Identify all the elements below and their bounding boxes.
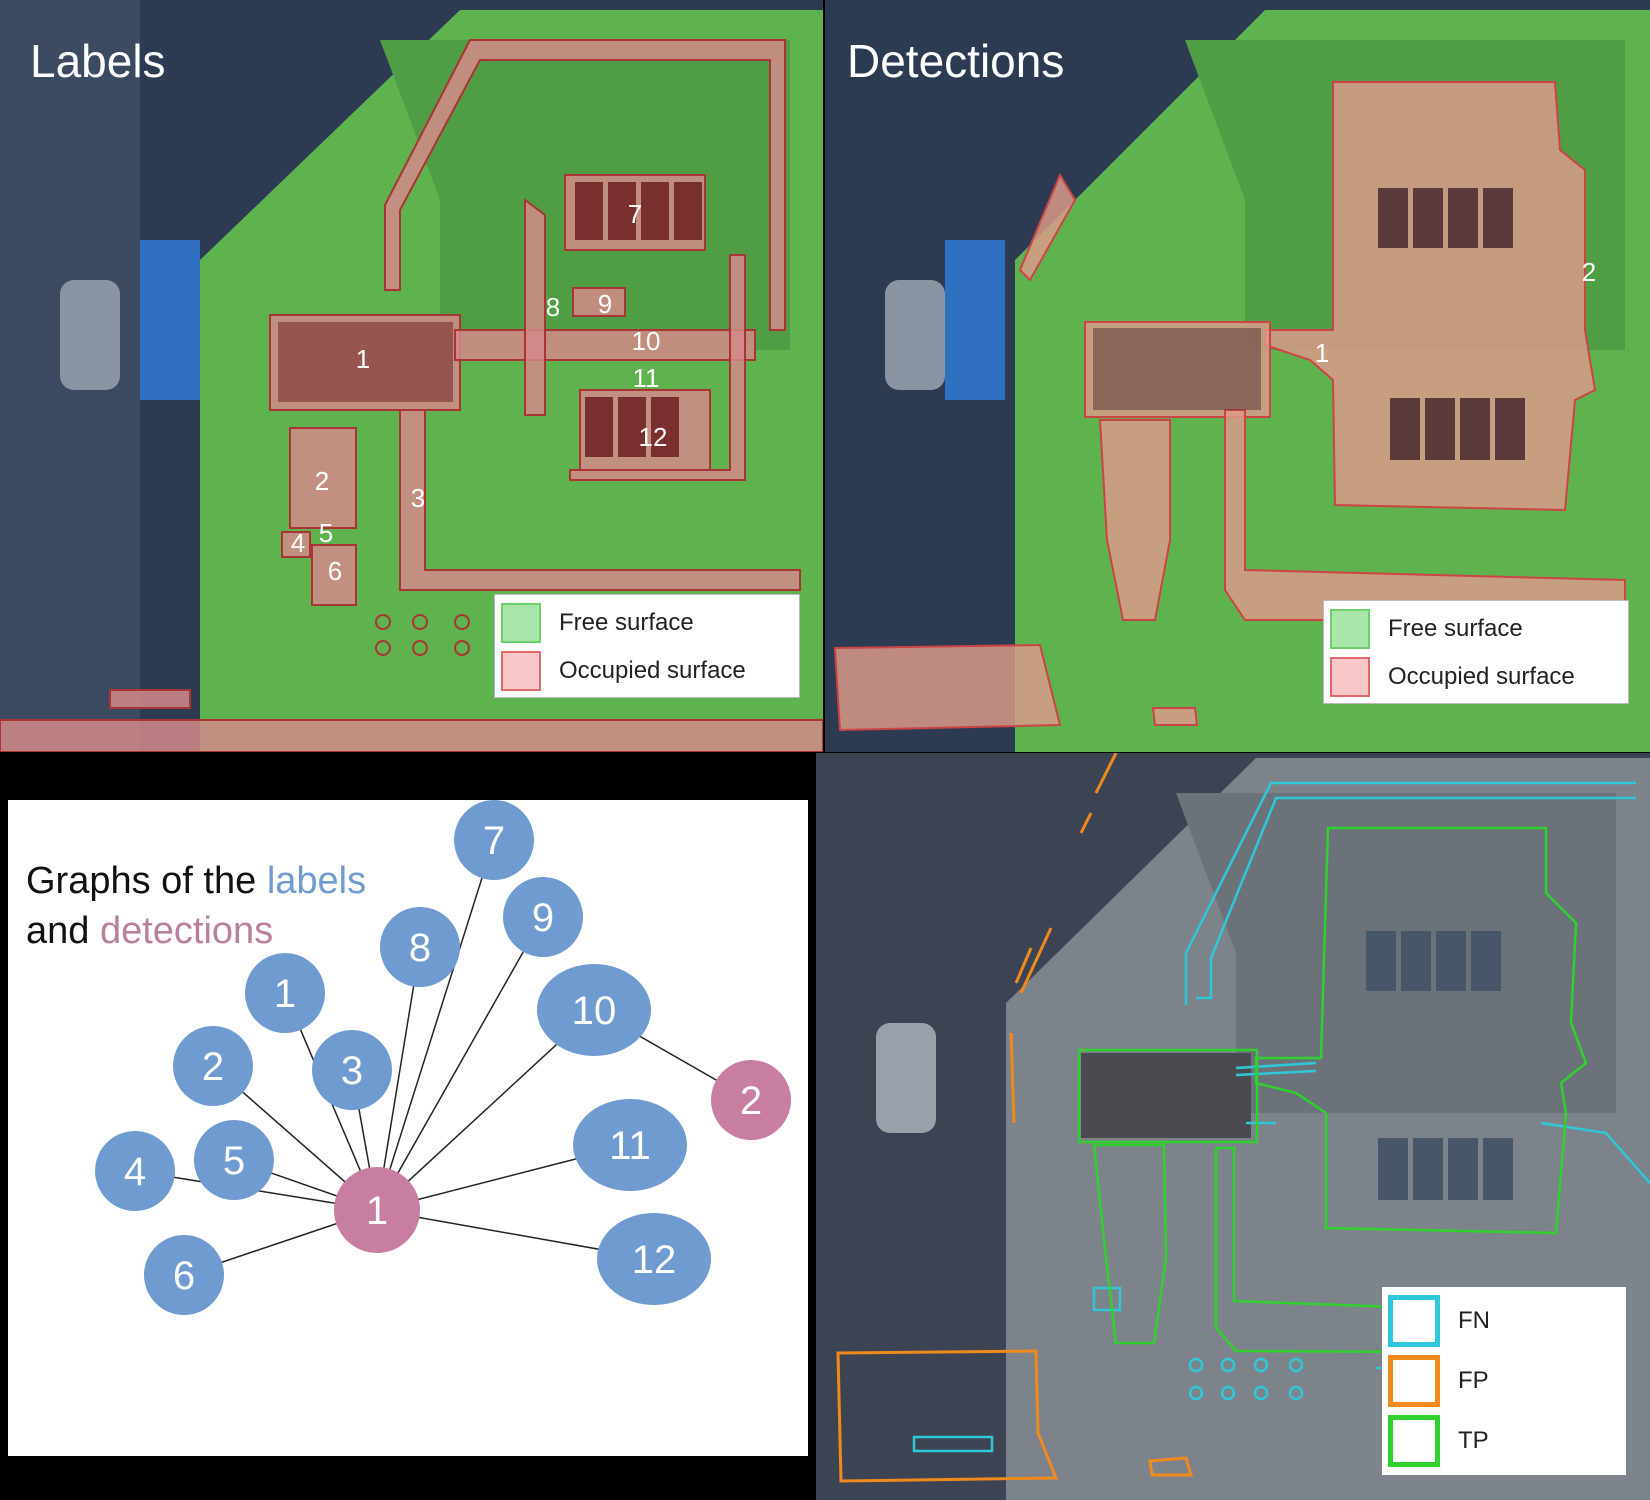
detection-node bbox=[334, 1167, 420, 1253]
graph-title-labels-word: labels bbox=[266, 860, 367, 902]
graph-title-part2: and bbox=[26, 910, 100, 952]
labels-legend: Free surface Occupied surface bbox=[494, 594, 800, 698]
label-node-text: 2 bbox=[202, 1045, 224, 1089]
label-node-text: 11 bbox=[609, 1124, 651, 1168]
detection-region-number: 2 bbox=[1582, 257, 1596, 287]
label-node bbox=[537, 964, 651, 1056]
evaluation-panel: FN FP TP bbox=[816, 753, 1650, 1500]
tp-swatch bbox=[1388, 1415, 1440, 1467]
legend-occupied-label: Occupied surface bbox=[1388, 663, 1575, 690]
label-node-text: 9 bbox=[532, 896, 554, 940]
label-node bbox=[503, 877, 583, 957]
label-node-text: 8 bbox=[409, 926, 431, 970]
label-node bbox=[245, 953, 325, 1033]
labels-aerial-image bbox=[0, 0, 823, 752]
label-region-number: 12 bbox=[639, 422, 668, 452]
detection-region-number: 1 bbox=[1315, 338, 1329, 368]
fn-swatch bbox=[1388, 1295, 1440, 1347]
label-region-number: 11 bbox=[633, 363, 660, 393]
label-node bbox=[573, 1099, 687, 1191]
graph-title-part1: Graphs of the bbox=[26, 860, 267, 902]
evaluation-legend: FN FP TP bbox=[1382, 1287, 1626, 1475]
free-surface-swatch bbox=[1330, 609, 1370, 649]
label-node-text: 4 bbox=[124, 1150, 146, 1194]
detections-panel: Detections 1 2 Free surface Occupied sur… bbox=[825, 0, 1650, 752]
detections-region-numbers: 1 2 bbox=[1315, 257, 1596, 368]
label-region-number: 7 bbox=[628, 199, 642, 229]
label-node bbox=[454, 800, 534, 880]
labels-title: Labels bbox=[30, 35, 166, 87]
legend-occupied-label: Occupied surface bbox=[559, 657, 746, 684]
label-node bbox=[597, 1213, 711, 1305]
label-node-text: 5 bbox=[223, 1139, 245, 1183]
graph-title: Graphs of the labels and detections bbox=[26, 856, 366, 956]
label-node bbox=[95, 1131, 175, 1211]
legend-tp-label: TP bbox=[1458, 1427, 1489, 1454]
label-region-number: 4 bbox=[291, 528, 305, 558]
detections-title: Detections bbox=[847, 35, 1065, 87]
label-region-number: 3 bbox=[411, 483, 425, 513]
labels-panel: Labels 1 2 3 4 5 6 7 8 9 10 11 12 Free s… bbox=[0, 0, 823, 752]
graph-edge bbox=[376, 916, 544, 1211]
label-region-number: 8 bbox=[546, 292, 560, 322]
label-region-number: 2 bbox=[315, 466, 329, 496]
label-node bbox=[312, 1030, 392, 1110]
legend-fp-label: FP bbox=[1458, 1367, 1489, 1394]
fp-swatch bbox=[1388, 1355, 1440, 1407]
label-node bbox=[144, 1235, 224, 1315]
label-node-text: 12 bbox=[632, 1238, 677, 1282]
legend-free-label: Free surface bbox=[559, 609, 694, 636]
legend-fn-label: FN bbox=[1458, 1307, 1490, 1334]
label-region-number: 6 bbox=[328, 556, 342, 586]
label-node bbox=[194, 1120, 274, 1200]
label-node-text: 10 bbox=[572, 989, 617, 1033]
label-node-text: 3 bbox=[341, 1049, 363, 1093]
label-node-text: 1 bbox=[274, 972, 296, 1016]
detection-node-text: 1 bbox=[366, 1189, 388, 1233]
legend-free-label: Free surface bbox=[1388, 615, 1523, 642]
graph-title-detections-word: detections bbox=[99, 910, 274, 952]
detections-legend: Free surface Occupied surface bbox=[1323, 600, 1629, 704]
labels-region-numbers: 1 2 3 4 5 6 7 8 9 10 11 12 bbox=[291, 199, 668, 586]
label-node bbox=[380, 907, 460, 987]
occupied-surface-swatch bbox=[501, 651, 541, 691]
label-region-number: 5 bbox=[319, 518, 333, 548]
label-node-text: 7 bbox=[483, 819, 505, 863]
free-surface-swatch bbox=[501, 603, 541, 643]
label-region-number: 1 bbox=[356, 344, 370, 374]
graph-edge bbox=[376, 946, 421, 1211]
detection-node bbox=[711, 1060, 791, 1140]
label-node-text: 6 bbox=[173, 1254, 195, 1298]
occupied-surface-swatch bbox=[1330, 657, 1370, 697]
detection-node-text: 2 bbox=[740, 1079, 762, 1123]
graph-edge bbox=[376, 839, 495, 1211]
label-region-number: 10 bbox=[632, 326, 661, 356]
label-region-number: 9 bbox=[598, 289, 612, 319]
label-node bbox=[173, 1026, 253, 1106]
